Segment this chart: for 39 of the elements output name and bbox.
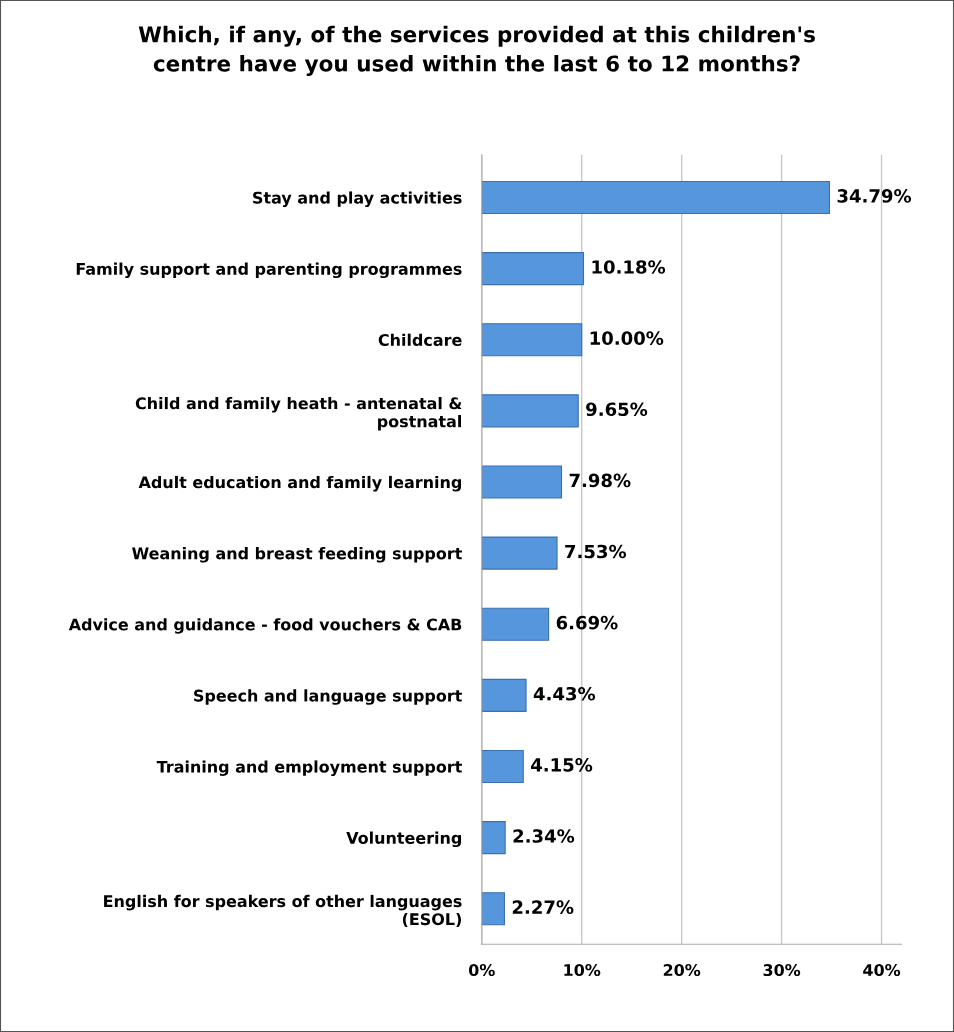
x-tick-label: 40% <box>863 964 901 977</box>
data-label: 6.69% <box>556 615 618 630</box>
x-tick-label: 30% <box>763 964 801 977</box>
data-label: 10.00% <box>590 331 664 345</box>
data-label: 7.53% <box>565 544 627 559</box>
y-tick-label: Advice and guidance - food vouchers & CAB <box>68 618 462 634</box>
data-label: 7.98% <box>569 473 631 488</box>
y-tick-label: Childcare <box>378 333 462 347</box>
x-tick-label: 20% <box>663 964 701 977</box>
y-tick-label: Family support and parenting programmes <box>76 262 462 279</box>
data-label: 2.27% <box>512 900 574 914</box>
y-tick-label: Child and family heath - antenatal & postnatal <box>135 396 462 431</box>
x-tick-label: 10% <box>564 964 601 977</box>
y-tick-label: Volunteering <box>346 831 461 848</box>
bar <box>481 465 563 499</box>
bar <box>481 892 506 926</box>
data-label: 10.18% <box>592 260 666 274</box>
bar <box>481 323 583 357</box>
bar <box>481 180 831 215</box>
bar <box>481 749 524 784</box>
bar <box>481 394 579 428</box>
y-tick-label: Adult education and family learning <box>138 475 461 492</box>
bar <box>481 678 527 712</box>
bar <box>481 252 585 286</box>
data-label: 4.15% <box>531 758 593 772</box>
data-label: 9.65% <box>586 402 648 417</box>
data-label: 2.34% <box>513 829 575 843</box>
y-tick-label: Speech and language support <box>194 689 462 705</box>
y-tick-label: Weaning and breast feeding support <box>132 547 462 563</box>
x-tick-label: 0% <box>468 964 495 977</box>
bar <box>481 607 550 641</box>
data-label: 34.79% <box>837 189 912 203</box>
bar <box>481 821 506 855</box>
chart-title: Which, if any, of the services provided at this children's centre have you used within the last 6 to 12 months? <box>138 25 815 76</box>
y-tick-label: Training and employment support <box>156 760 462 776</box>
data-label: 4.43% <box>533 686 596 701</box>
y-tick-label: English for speakers of other languages (ESOL) <box>104 894 462 928</box>
y-tick-label: Stay and play activities <box>253 191 462 207</box>
bar <box>481 536 558 570</box>
